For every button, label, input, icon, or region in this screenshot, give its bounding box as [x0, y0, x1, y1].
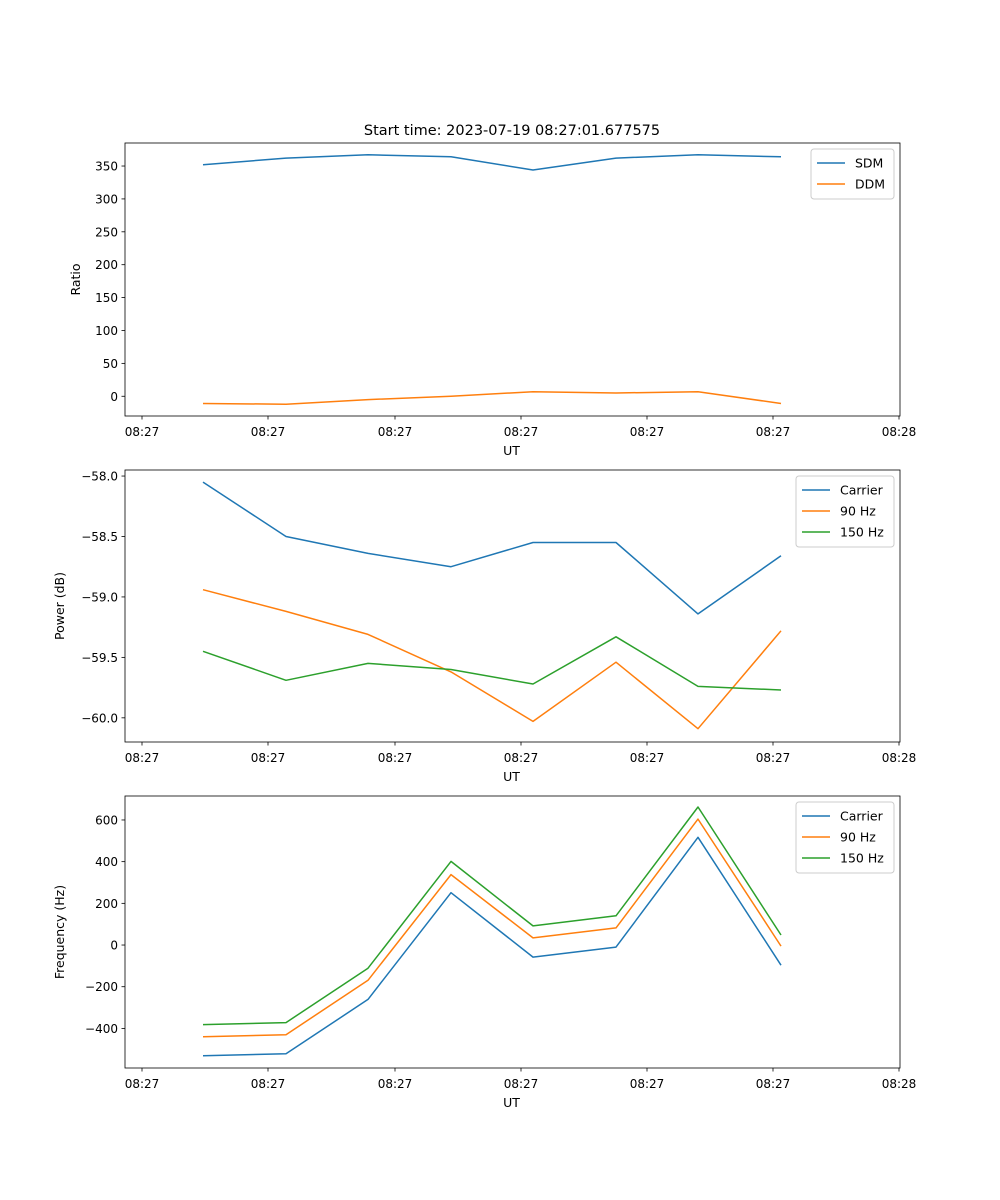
y-tick-label: 50: [103, 357, 118, 371]
legend-label: 90 Hz: [840, 830, 876, 845]
x-tick-label: 08:27: [378, 1077, 413, 1091]
y-tick-label: 150: [95, 291, 118, 305]
x-axis-label: UT: [503, 1095, 520, 1110]
y-tick-label: −58.5: [81, 530, 118, 544]
axes-frame: [124, 142, 901, 417]
figure-title: Start time: 2023-07-19 08:27:01.677575: [364, 123, 660, 139]
x-tick-label: 08:28: [882, 1077, 917, 1091]
x-tick-label: 08:27: [251, 1077, 286, 1091]
legend-label: DDM: [855, 177, 885, 192]
x-axis-label: UT: [503, 443, 520, 458]
y-tick-label: −60.0: [81, 711, 118, 725]
y-tick-label: 0: [110, 939, 118, 953]
x-tick-label: 08:27: [251, 425, 286, 439]
y-tick-label: 300: [95, 192, 118, 206]
x-tick-label: 08:28: [882, 751, 917, 765]
y-tick-label: −59.0: [81, 590, 118, 604]
x-tick-label: 08:27: [378, 425, 413, 439]
series-line-ddm: [202, 390, 782, 405]
y-tick-label: −58.0: [81, 470, 118, 484]
x-tick-label: 08:27: [756, 751, 791, 765]
x-tick-label: 08:27: [630, 425, 665, 439]
x-tick-label: 08:28: [882, 425, 917, 439]
y-tick-label: −59.5: [81, 651, 118, 665]
legend-label: Carrier: [840, 483, 884, 498]
subplot-3: 08:27 08:27 08:27 08:27 08:27 08:27 08:28 UT −40…: [52, 795, 917, 1110]
axes-frame: [124, 795, 901, 1069]
y-tick-label: 400: [95, 855, 118, 869]
legend: SDM DDM: [810, 148, 895, 200]
x-tick-label: 08:27: [504, 751, 539, 765]
series-line-90-hz: [202, 818, 782, 1038]
y-tick-label: 250: [95, 225, 118, 239]
x-tick-label: 08:27: [630, 751, 665, 765]
legend-frame: [810, 148, 895, 200]
y-tick-label: −200: [85, 980, 118, 994]
y-tick-label: 600: [95, 813, 118, 827]
series-line-150-hz: [202, 636, 782, 691]
x-axis-label: UT: [503, 769, 520, 784]
y-axis-label: Power (dB): [52, 572, 67, 640]
subplot-1: 08:27 08:27 08:27 08:27 08:27 08:27 08:28 UT 0 50…: [68, 142, 917, 458]
x-tick-label: 08:27: [756, 1077, 791, 1091]
x-tick-label: 08:27: [378, 751, 413, 765]
y-tick-label: 100: [95, 324, 118, 338]
x-tick-label: 08:27: [125, 1077, 160, 1091]
y-tick-label: 200: [95, 258, 118, 272]
series-line-150-hz: [202, 806, 782, 1026]
x-tick-label: 08:27: [125, 751, 160, 765]
legend: Carrier 90 Hz 150 Hz: [795, 801, 895, 874]
legend-frame: [795, 801, 895, 874]
legend-label: Carrier: [840, 809, 884, 824]
legend-label: 90 Hz: [840, 504, 876, 519]
legend-label: 150 Hz: [840, 525, 884, 540]
legend-frame: [795, 475, 895, 548]
legend: Carrier 90 Hz 150 Hz: [795, 475, 895, 548]
y-tick-label: −400: [85, 1022, 118, 1036]
x-tick-label: 08:27: [630, 1077, 665, 1091]
series-line-carrier: [202, 481, 782, 615]
y-tick-label: 0: [110, 390, 118, 404]
y-axis-label: Ratio: [68, 263, 83, 295]
legend-label: 150 Hz: [840, 851, 884, 866]
x-tick-label: 08:27: [504, 425, 539, 439]
y-tick-label: 350: [95, 160, 118, 174]
x-tick-label: 08:27: [756, 425, 791, 439]
subplot-2: 08:27 08:27 08:27 08:27 08:27 08:27 08:28 UT −58…: [52, 470, 916, 784]
x-tick-label: 08:27: [504, 1077, 539, 1091]
axes-frame: [124, 469, 901, 743]
x-tick-label: 08:27: [125, 425, 160, 439]
series-line-90-hz: [202, 588, 782, 730]
series-line-sdm: [202, 154, 782, 171]
y-axis-label: Frequency (Hz): [52, 885, 67, 979]
x-tick-label: 08:27: [251, 751, 286, 765]
y-tick-label: 200: [95, 897, 118, 911]
series-line-carrier: [202, 836, 782, 1057]
legend-label: SDM: [855, 156, 883, 171]
